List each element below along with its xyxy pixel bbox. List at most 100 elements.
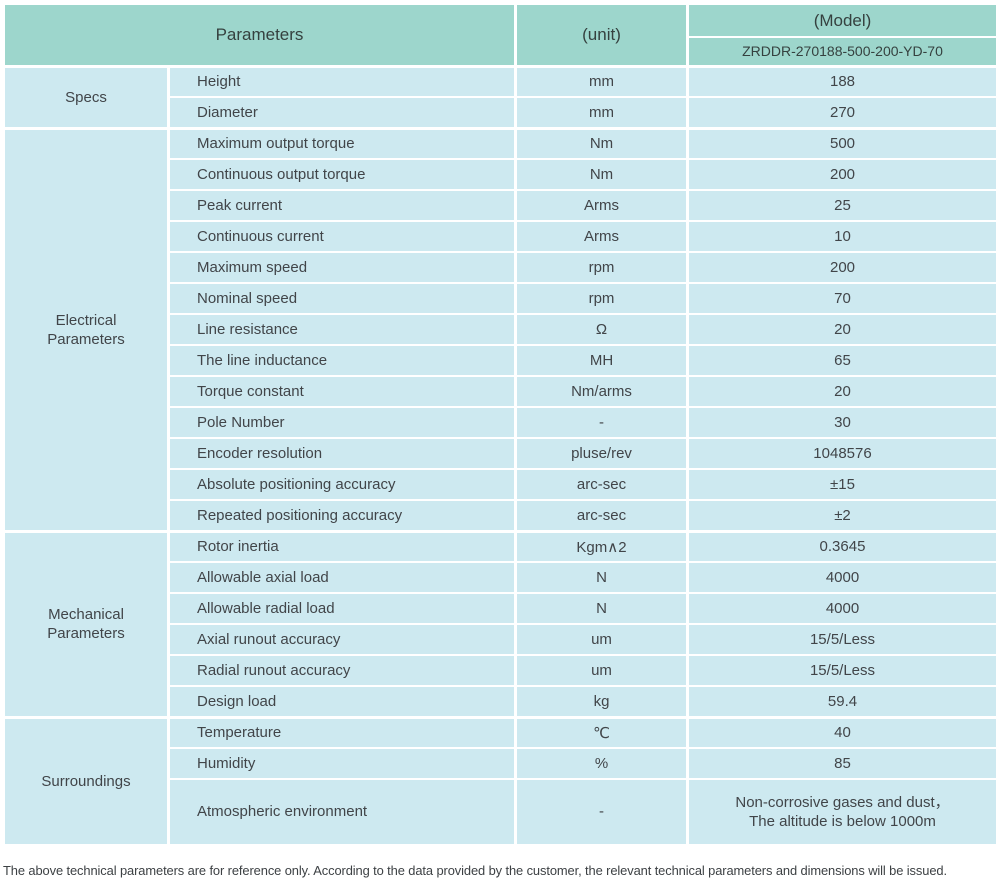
table-body: Specs Height mm 188 Diameter mm 270 Elec… <box>2 64 999 847</box>
unit-cell: - <box>514 406 689 439</box>
table-header: Parameters (unit) (Model) ZRDDR-270188-5… <box>2 3 999 68</box>
unit-cell: Nm <box>514 158 689 191</box>
unit-cell: Arms <box>514 189 689 222</box>
unit-cell: mm <box>514 96 689 130</box>
unit-cell: MH <box>514 344 689 377</box>
param-cell: Humidity <box>167 747 517 780</box>
table-row: Torque constant Nm/arms 20 <box>4 375 999 408</box>
value-cell: 4000 <box>686 561 999 594</box>
value-cell: 188 <box>686 65 999 98</box>
table-row: Allowable axial load N 4000 <box>4 561 999 594</box>
table-row: Humidity % 85 <box>4 747 999 780</box>
table-row: Pole Number - 30 <box>4 406 999 439</box>
param-cell: Temperature <box>167 716 517 749</box>
value-cell: 270 <box>686 96 999 130</box>
unit-cell: N <box>514 561 689 594</box>
param-cell: Line resistance <box>167 313 517 346</box>
unit-cell: pluse/rev <box>514 437 689 470</box>
value-cell: 20 <box>686 375 999 408</box>
table-row: Nominal speed rpm 70 <box>4 282 999 315</box>
table-row: Electrical Parameters Maximum output tor… <box>2 126 999 533</box>
param-cell: Allowable axial load <box>167 561 517 594</box>
param-cell: The line inductance <box>167 344 517 377</box>
param-cell: Maximum output torque <box>167 127 517 160</box>
unit-cell: rpm <box>514 251 689 284</box>
value-cell: 65 <box>686 344 999 377</box>
unit-cell: Kgm∧2 <box>514 530 689 563</box>
param-cell: Pole Number <box>167 406 517 439</box>
table-row: Continuous current Arms 10 <box>4 220 999 253</box>
value-cell: 59.4 <box>686 685 999 719</box>
value-cell: 4000 <box>686 592 999 625</box>
unit-cell: - <box>514 778 689 847</box>
unit-cell: kg <box>514 685 689 719</box>
header-unit: (unit) <box>514 3 689 68</box>
table-row: Continuous output torque Nm 200 <box>4 158 999 191</box>
reference-note: The above technical parameters are for r… <box>3 862 947 878</box>
param-cell: Axial runout accuracy <box>167 623 517 656</box>
unit-cell: um <box>514 654 689 687</box>
value-cell: 30 <box>686 406 999 439</box>
value-cell: 0.3645 <box>686 530 999 563</box>
unit-cell: % <box>514 747 689 780</box>
unit-cell: ℃ <box>514 716 689 749</box>
unit-cell: Ω <box>514 313 689 346</box>
table-row: Encoder resolution pluse/rev 1048576 <box>4 437 999 470</box>
param-cell: Atmospheric environment <box>167 778 517 847</box>
table-row: Maximum speed rpm 200 <box>4 251 999 284</box>
header-row-2: ZRDDR-270188-500-200-YD-70 <box>4 36 999 68</box>
table-row: Peak current Arms 25 <box>4 189 999 222</box>
section-label-electrical: Electrical Parameters <box>2 126 170 533</box>
param-cell: Torque constant <box>167 375 517 408</box>
spec-table: Parameters (unit) (Model) ZRDDR-270188-5… <box>2 3 999 847</box>
value-cell: 15/5/Less <box>686 654 999 687</box>
value-cell: 20 <box>686 313 999 346</box>
header-row-1: Parameters (unit) (Model) <box>2 3 999 68</box>
value-cell: Non-corrosive gases and dust， The altitu… <box>686 778 999 847</box>
unit-cell: Nm <box>514 127 689 160</box>
table-row: Radial runout accuracy um 15/5/Less <box>4 654 999 687</box>
value-cell: 200 <box>686 251 999 284</box>
header-parameters: Parameters <box>2 3 517 68</box>
param-cell: Height <box>167 65 517 98</box>
param-cell: Continuous current <box>167 220 517 253</box>
table-row: Mechanical Parameters Rotor inertia Kgm∧… <box>2 529 999 719</box>
param-cell: Design load <box>167 685 517 719</box>
param-cell: Radial runout accuracy <box>167 654 517 687</box>
value-cell: 85 <box>686 747 999 780</box>
value-cell: 25 <box>686 189 999 222</box>
param-cell: Repeated positioning accuracy <box>167 499 517 533</box>
unit-cell: rpm <box>514 282 689 315</box>
value-cell: 40 <box>686 716 999 749</box>
value-cell: 1048576 <box>686 437 999 470</box>
header-model: (Model) <box>686 3 999 38</box>
param-cell: Diameter <box>167 96 517 130</box>
param-cell: Nominal speed <box>167 282 517 315</box>
header-model-number: ZRDDR-270188-500-200-YD-70 <box>686 36 999 68</box>
value-cell: 500 <box>686 127 999 160</box>
param-cell: Peak current <box>167 189 517 222</box>
value-cell: ±2 <box>686 499 999 533</box>
unit-cell: um <box>514 623 689 656</box>
table-row: Atmospheric environment - Non-corrosive … <box>4 778 999 847</box>
param-cell: Maximum speed <box>167 251 517 284</box>
value-cell: 70 <box>686 282 999 315</box>
unit-cell: arc-sec <box>514 499 689 533</box>
param-cell: Rotor inertia <box>167 530 517 563</box>
param-cell: Absolute positioning accuracy <box>167 468 517 501</box>
table-row: Specs Height mm 188 <box>2 64 999 130</box>
table-row: The line inductance MH 65 <box>4 344 999 377</box>
table-row: Absolute positioning accuracy arc-sec ±1… <box>4 468 999 501</box>
table-row: Surroundings Temperature ℃ 40 <box>2 715 999 847</box>
unit-cell: mm <box>514 65 689 98</box>
table-row: Diameter mm 270 <box>4 96 999 130</box>
unit-cell: Arms <box>514 220 689 253</box>
unit-cell: arc-sec <box>514 468 689 501</box>
unit-cell: N <box>514 592 689 625</box>
param-cell: Encoder resolution <box>167 437 517 470</box>
value-cell: 200 <box>686 158 999 191</box>
section-label-mechanical: Mechanical Parameters <box>2 529 170 719</box>
table-row: Allowable radial load N 4000 <box>4 592 999 625</box>
param-cell: Continuous output torque <box>167 158 517 191</box>
value-cell: 10 <box>686 220 999 253</box>
